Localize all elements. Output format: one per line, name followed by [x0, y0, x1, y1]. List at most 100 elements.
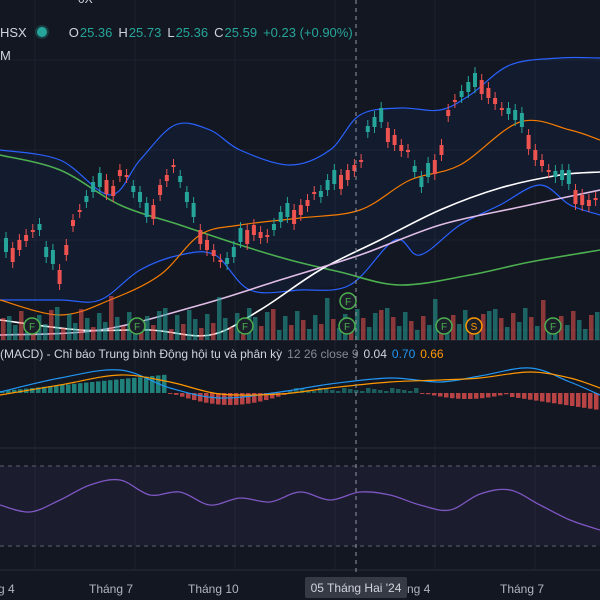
macd-histogram-bar	[84, 382, 89, 393]
macd-histogram-bar	[504, 393, 509, 395]
volume-bar	[367, 327, 372, 340]
volume-bar	[361, 318, 366, 340]
macd-histogram-bar	[210, 393, 215, 404]
candle-body	[526, 135, 531, 149]
event-marker-icon	[128, 317, 146, 335]
macd-histogram-bar	[216, 393, 221, 405]
volume-bar	[451, 315, 456, 340]
candle-body	[473, 73, 477, 87]
candle-body	[91, 182, 96, 192]
macd-histogram-bar	[198, 393, 203, 402]
candle-body	[573, 190, 578, 204]
macd-histogram-bar	[420, 393, 425, 394]
volume-bar	[43, 324, 48, 340]
candle-body	[459, 91, 464, 97]
sub-label: M	[0, 48, 11, 63]
volume-bar	[229, 327, 234, 340]
bollinger-upper	[0, 56, 600, 196]
candle-body	[432, 160, 437, 174]
candle-body	[178, 176, 183, 182]
volume-bar	[193, 319, 198, 340]
macd-histogram-bar	[150, 376, 155, 393]
volume-bar	[571, 311, 576, 340]
macd-histogram-bar	[162, 374, 167, 393]
volume-bar	[487, 311, 492, 340]
volume-bar	[1, 318, 6, 340]
macd-histogram-bar	[474, 393, 479, 399]
candle-body	[318, 191, 323, 197]
volume-bar	[97, 313, 102, 340]
macd-value-line: 0.70	[391, 347, 416, 361]
candle-body	[84, 196, 89, 202]
macd-histogram-bar	[456, 393, 461, 399]
candle-body	[493, 98, 498, 104]
macd-histogram-bar	[234, 393, 239, 405]
candle-body	[30, 230, 35, 232]
candle-body	[191, 203, 196, 217]
candle-body	[164, 175, 169, 181]
candle-body	[540, 160, 544, 166]
macd-histogram-bar	[36, 387, 41, 393]
volume-bar	[79, 309, 84, 340]
macd-histogram-bar	[114, 379, 119, 393]
macd-histogram-bar	[438, 393, 443, 397]
macd-histogram-bar	[72, 383, 77, 393]
candle-body	[44, 247, 49, 257]
candle-body	[97, 173, 102, 187]
macd-histogram-bar	[576, 393, 581, 407]
candle-body	[345, 170, 350, 180]
symbol-header: HSX O 25.36 H 25.73 L 25.36 C 25.59 +0.23 (+…	[0, 22, 359, 42]
candle-body	[406, 150, 410, 152]
candle-body	[124, 175, 129, 177]
low-key: L	[167, 24, 175, 40]
high-key: H	[118, 24, 128, 40]
candle-body	[519, 113, 524, 127]
macd-histogram-bar	[414, 388, 419, 393]
volume-bar	[307, 329, 312, 340]
volume-bar	[397, 326, 402, 340]
candle-body	[452, 100, 457, 102]
candle-body	[566, 170, 571, 184]
candle-body	[231, 247, 236, 257]
symbol-name[interactable]: HSX	[0, 24, 27, 40]
rsi-band	[0, 466, 600, 546]
macd-histogram-bar	[168, 393, 173, 394]
macd-histogram-bar	[510, 393, 515, 397]
candle-body	[24, 235, 29, 241]
macd-histogram-bar	[204, 393, 209, 403]
macd-histogram-bar	[558, 393, 563, 405]
volume-bar	[319, 324, 324, 340]
volume-bar	[211, 323, 216, 340]
macd-histogram-bar	[336, 391, 341, 393]
candle-body	[238, 228, 243, 242]
volume-bar	[199, 328, 204, 340]
macd-histogram-bar	[564, 393, 569, 406]
volume-bar	[379, 310, 384, 340]
macd-histogram-bar	[372, 389, 377, 393]
candle-body	[245, 230, 250, 244]
bollinger-fill	[0, 57, 600, 301]
volume-bar	[517, 322, 522, 340]
close-value: 25.59	[224, 24, 258, 40]
candle-body	[117, 170, 122, 176]
market-status-icon	[36, 27, 47, 37]
volume-bar	[223, 318, 228, 340]
macd-legend[interactable]: (MACD) - Chỉ báo Trung bình Động hội tụ …	[0, 347, 449, 361]
macd-histogram-bar	[342, 388, 347, 393]
macd-histogram-bar	[222, 393, 227, 405]
candle-body	[171, 165, 176, 167]
volume-bar	[121, 326, 126, 340]
macd-histogram-bar	[78, 383, 83, 393]
macd-histogram-bar	[120, 379, 125, 393]
event-marker-icon	[465, 317, 483, 335]
event-marker-icon	[23, 317, 41, 335]
macd-histogram-bar	[552, 393, 557, 404]
candle-body	[446, 110, 451, 116]
candle-body	[312, 192, 317, 194]
event-marker-icon	[435, 317, 453, 335]
volume-bar	[187, 310, 192, 340]
macd-histogram-bar	[330, 390, 335, 393]
high-value: 25.73	[128, 24, 162, 40]
macd-histogram-bar	[258, 393, 263, 402]
